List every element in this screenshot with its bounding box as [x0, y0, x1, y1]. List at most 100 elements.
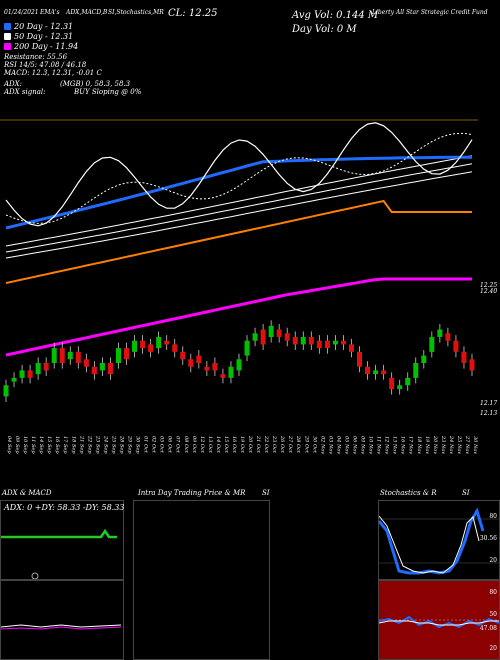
ma200-legend: 200 Day - 11.94: [4, 42, 78, 51]
x-tick-label: 30 Sep: [135, 436, 141, 454]
candle-body: [228, 366, 234, 378]
candle-body: [413, 363, 419, 378]
macd-label: MACD: 12.3, 12.31, -0.01 C: [4, 69, 102, 77]
candle-body: [365, 366, 371, 375]
candle-body: [43, 363, 49, 371]
adx-readout: ADX: 0 +DY: 58.33 -DY: 58.33: [4, 503, 125, 512]
adx-line: [1, 528, 117, 539]
x-tick-label: 09 Oct: [191, 436, 197, 454]
x-tick-label: 19 Oct: [239, 436, 245, 454]
candle-body: [316, 340, 322, 349]
x-tick-label: 01 Oct: [143, 436, 149, 454]
rsi-level-50: 50: [489, 611, 497, 618]
adx-panel: ADX: 0 +DY: 58.33 -DY: 58.33: [0, 500, 124, 580]
x-tick-label: 21 Sep: [78, 435, 84, 454]
candle-body: [140, 340, 146, 349]
adx-header-label: ADX,MACD,B: [66, 9, 108, 16]
x-tick-label: 23 Oct: [271, 435, 277, 454]
candle-body: [244, 340, 250, 356]
x-tick-label: 19 Nov: [424, 436, 430, 454]
candle-body: [83, 359, 89, 367]
x-tick-label: 18 Sep: [70, 436, 76, 454]
candle-body: [340, 340, 346, 345]
x-tick-label: 20 Oct: [247, 435, 253, 454]
x-tick-label: 17 Sep: [62, 436, 68, 454]
adx-signal-value: BUY Sloping @ 0%: [74, 88, 142, 96]
price-axis-1: 12.25: [480, 282, 498, 289]
x-tick-label: 12 Oct: [199, 436, 205, 454]
candle-body: [196, 355, 202, 363]
x-tick-label: 08 Oct: [183, 436, 189, 454]
stoch-panel: 80 30.56 20: [378, 500, 500, 580]
x-tick-label: 30 Oct: [311, 436, 317, 454]
candle-body: [91, 366, 97, 375]
candle-body: [148, 344, 154, 352]
candle-body: [188, 359, 194, 367]
x-tick-label: 10 Nov: [368, 436, 374, 454]
candle-body: [132, 340, 138, 352]
bb-line-3: [5, 171, 473, 259]
x-tick-label: 06 Nov: [351, 436, 357, 454]
x-tick-label: 20 Nov: [432, 435, 438, 454]
fund-name: Liberty All Star Strategic Credit Fund: [372, 9, 488, 16]
candle-body: [397, 385, 403, 389]
stoch-level-20: 20: [489, 557, 497, 564]
candle-body: [332, 340, 338, 345]
candle-body: [204, 366, 210, 371]
main-chart: 04 Sep 09 Sep 10 Sep 11 Sep 14 Sep 15 Sep 16 S…: [0, 119, 478, 454]
intraday-panel-title: Intra Day Trading Price & MR: [138, 489, 246, 497]
price-axis-4: 12.13: [480, 410, 498, 417]
date-label: 01/24/2021: [4, 9, 39, 16]
x-tick-label: 10 Sep: [22, 436, 28, 454]
x-tick-label: 30 Nov: [472, 436, 478, 454]
avg-volume: Avg Vol: 0.144 M: [292, 10, 379, 21]
stoch-level-80: 80: [489, 513, 497, 520]
day-volume: Day Vol: 0 M: [292, 24, 357, 35]
price-line: [5, 122, 473, 227]
resistance-label: Resistance: 55.56: [4, 53, 68, 61]
candle-body: [348, 344, 354, 352]
candles: [3, 320, 475, 402]
candle-body: [252, 333, 258, 341]
rsi-label: RSI 14/5: 47.08 / 46.18: [4, 61, 87, 69]
candle-body: [75, 351, 81, 363]
x-tick-label: 06 Oct: [167, 436, 173, 454]
x-tick-label: 04 Nov: [335, 436, 341, 454]
candle-body: [276, 329, 282, 337]
x-tick-label: 16 Oct: [231, 436, 237, 454]
candle-body: [445, 333, 451, 341]
candle-body: [35, 363, 41, 375]
price-axis-3: 12.17: [480, 400, 498, 407]
x-tick-label: 21 Oct: [255, 435, 261, 454]
candle-body: [260, 329, 266, 345]
band-lines: [5, 122, 473, 357]
x-tick-label: 23 Sep: [94, 435, 100, 454]
x-tick-label: 18 Nov: [416, 436, 422, 454]
rsi-line: [379, 615, 499, 629]
ma200-line: [5, 277, 472, 357]
candle-body: [172, 344, 178, 352]
si-header-label: SI,Stochastics,MR: [108, 9, 164, 16]
ma50-legend: 50 Day - 12.31: [4, 32, 73, 41]
ma20-line: [5, 155, 472, 230]
candle-body: [437, 329, 443, 337]
adx-label: ADX:: [4, 80, 23, 88]
x-tick-label: 13 Nov: [392, 436, 398, 454]
candle-body: [453, 340, 459, 352]
rsi-level-value: 47.08: [479, 625, 497, 632]
rsi-panel: 80 50 47.08 20: [378, 580, 500, 660]
close-price: CL: 12.25: [168, 8, 218, 19]
x-tick-label: 27 Nov: [464, 435, 470, 454]
candle-body: [67, 351, 73, 360]
x-tick-label: 16 Sep: [54, 436, 60, 454]
candle-body: [3, 385, 9, 397]
x-tick-label: 28 Sep: [118, 435, 124, 454]
x-tick-label: 09 Nov: [360, 436, 366, 454]
x-tick-label: 13 Oct: [207, 436, 213, 454]
x-tick-label: 22 Oct: [263, 435, 269, 454]
x-tick-label: 11 Sep: [30, 436, 36, 454]
ma20-legend: 20 Day - 12.31: [4, 22, 73, 31]
candle-body: [324, 340, 330, 349]
bb-line-1: [5, 155, 473, 247]
x-tick-label: 02 Nov: [319, 436, 325, 454]
